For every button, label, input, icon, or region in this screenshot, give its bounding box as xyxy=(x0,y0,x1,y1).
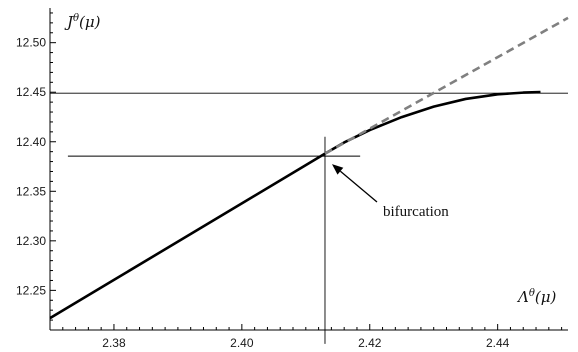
y-tick-label: 12.30 xyxy=(16,234,46,248)
x-tick-label: 2.42 xyxy=(358,336,382,350)
annotation-arrow xyxy=(339,170,378,203)
y-tick-label: 12.40 xyxy=(16,135,46,149)
y-tick-label: 12.50 xyxy=(16,36,46,50)
reference-lines xyxy=(50,92,568,344)
y-tick-label: 12.35 xyxy=(16,184,46,198)
y-tick-label: 12.45 xyxy=(16,85,46,99)
annotation-label: bifurcation xyxy=(383,204,449,220)
y-ticks: 12.25 12.30 12.35 12.40 12.45 12.50 xyxy=(16,12,56,321)
x-axis-title: Λθ(μ) xyxy=(516,288,556,306)
y-tick-label: 12.25 xyxy=(16,283,46,297)
solid-series-line xyxy=(49,90,541,320)
x-tick-label: 2.40 xyxy=(230,336,254,350)
y-axis-title: Jθ(μ) xyxy=(64,13,101,31)
annotation: bifurcation xyxy=(331,164,449,220)
annotation-arrowhead xyxy=(331,164,344,175)
x-tick-label: 2.38 xyxy=(102,336,126,350)
axes xyxy=(49,8,568,331)
series-layer xyxy=(49,16,569,320)
x-tick-label: 2.44 xyxy=(486,336,510,350)
dashed-series-line xyxy=(324,16,569,155)
x-ticks: 2.38 2.40 2.42 2.44 xyxy=(62,324,563,350)
